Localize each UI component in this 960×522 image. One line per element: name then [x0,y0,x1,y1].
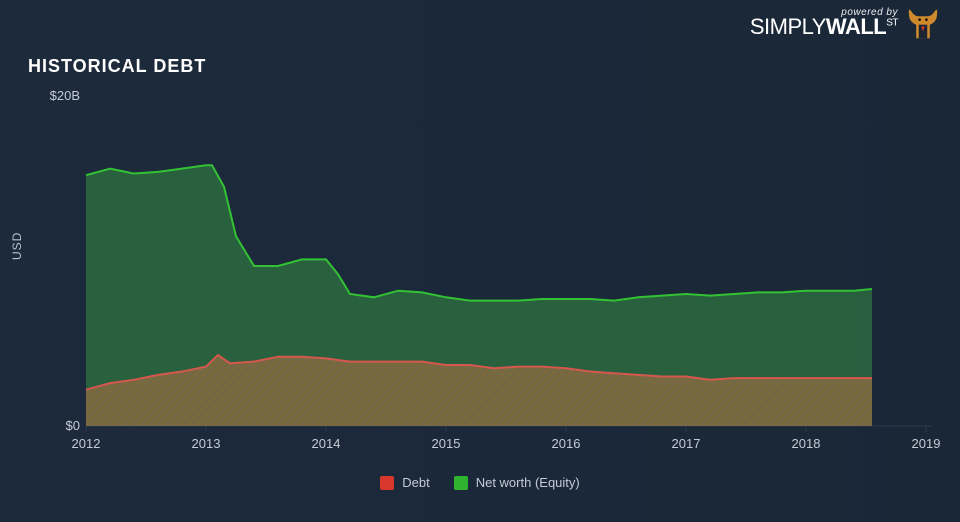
legend-swatch-equity [454,476,468,490]
y-tick-label: $20B [30,88,80,103]
x-tick-label: 2015 [426,436,466,451]
chart-area: $0$20B20122013201420152016201720182019 [28,96,932,436]
y-axis-label: USD [10,232,24,260]
legend-label-equity: Net worth (Equity) [476,475,580,490]
x-tick-label: 2012 [66,436,106,451]
x-tick-label: 2016 [546,436,586,451]
x-tick-label: 2019 [906,436,946,451]
branding: powered by SIMPLYWALLST [750,6,940,40]
chart-title: HISTORICAL DEBT [28,56,206,77]
chart-svg [28,96,932,436]
legend-swatch-debt [380,476,394,490]
branding-main: SIMPLYWALLST [750,16,898,38]
legend-item-debt: Debt [380,475,429,490]
x-tick-label: 2017 [666,436,706,451]
x-tick-label: 2014 [306,436,346,451]
bull-logo-icon [906,6,940,40]
legend-item-equity: Net worth (Equity) [454,475,580,490]
y-tick-label: $0 [30,418,80,433]
x-tick-label: 2018 [786,436,826,451]
chart-frame: powered by SIMPLYWALLST HISTORICAL DEBT … [0,0,960,522]
legend: Debt Net worth (Equity) [0,475,960,490]
legend-label-debt: Debt [402,475,429,490]
x-tick-label: 2013 [186,436,226,451]
